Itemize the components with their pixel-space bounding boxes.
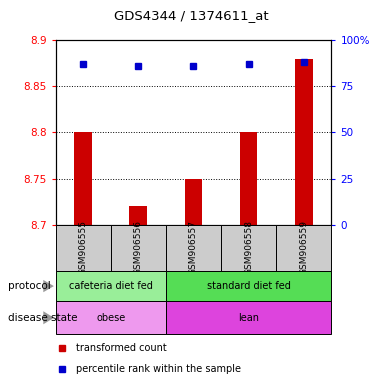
- Text: GSM906559: GSM906559: [299, 220, 308, 275]
- Text: GDS4344 / 1374611_at: GDS4344 / 1374611_at: [114, 9, 269, 22]
- Text: standard diet fed: standard diet fed: [207, 281, 290, 291]
- Bar: [74, 132, 92, 225]
- Bar: [166, 271, 331, 301]
- Text: GSM906557: GSM906557: [189, 220, 198, 275]
- Bar: [240, 132, 257, 225]
- Text: GSM906556: GSM906556: [134, 220, 143, 275]
- Text: cafeteria diet fed: cafeteria diet fed: [69, 281, 152, 291]
- Text: GSM906555: GSM906555: [79, 220, 88, 275]
- Polygon shape: [43, 280, 54, 292]
- Bar: [295, 59, 313, 225]
- Bar: [166, 225, 221, 271]
- Bar: [56, 301, 166, 334]
- Bar: [56, 271, 166, 301]
- Bar: [129, 206, 147, 225]
- Text: disease state: disease state: [8, 313, 77, 323]
- Bar: [185, 179, 202, 225]
- Text: obese: obese: [96, 313, 125, 323]
- Bar: [221, 225, 276, 271]
- Polygon shape: [43, 311, 54, 324]
- Bar: [276, 225, 331, 271]
- Text: protocol: protocol: [8, 281, 51, 291]
- Text: transformed count: transformed count: [76, 343, 167, 353]
- Bar: [166, 301, 331, 334]
- Text: GSM906558: GSM906558: [244, 220, 253, 275]
- Bar: [56, 225, 111, 271]
- Text: lean: lean: [238, 313, 259, 323]
- Bar: [111, 225, 166, 271]
- Text: percentile rank within the sample: percentile rank within the sample: [76, 364, 241, 374]
